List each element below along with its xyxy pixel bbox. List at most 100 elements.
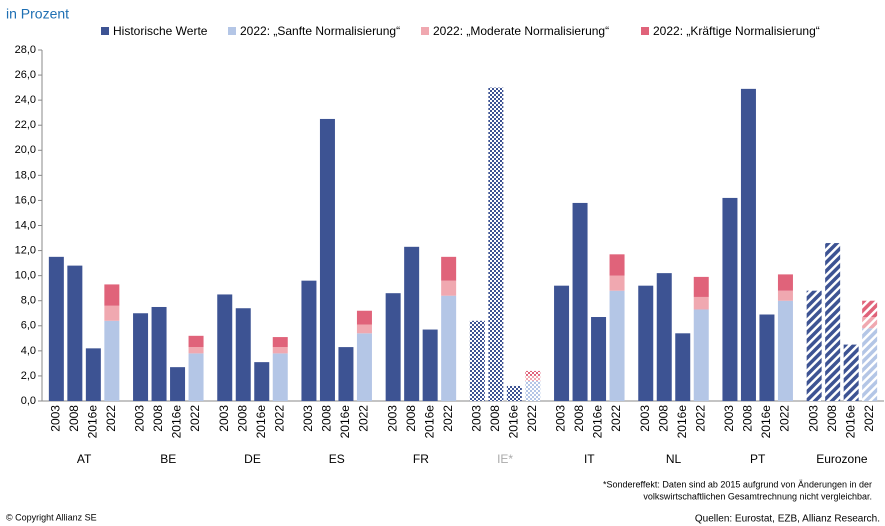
bar — [170, 367, 186, 401]
bar — [385, 293, 401, 401]
y-tick-label: 4,0 — [21, 345, 36, 357]
x-year-label: 2003 — [554, 405, 568, 432]
bar-segment — [862, 328, 878, 401]
bar-segment — [609, 290, 625, 401]
legend-swatch — [101, 27, 109, 35]
x-year-label: 2008 — [151, 405, 165, 432]
x-year-label: 2022 — [441, 405, 455, 432]
x-category-label: IE* — [497, 452, 513, 466]
x-year-label: 2003 — [49, 405, 63, 432]
x-year-label: 2016e — [338, 405, 352, 439]
y-tick-label: 6,0 — [21, 320, 36, 332]
x-category-label: NL — [666, 452, 682, 466]
bar-segment — [693, 296, 709, 310]
x-year-label: 2016e — [843, 405, 857, 439]
bar — [301, 280, 317, 401]
bar — [254, 362, 270, 401]
bar — [488, 87, 504, 401]
y-tick-label: 22,0 — [15, 119, 36, 131]
x-year-label: 2003 — [217, 405, 231, 432]
bar-segment — [525, 380, 541, 401]
bar-segment — [693, 309, 709, 401]
footnote: volkswirtschaftlichen Gesamtrechnung nic… — [643, 491, 872, 501]
bar — [133, 313, 149, 401]
bar — [338, 347, 354, 401]
bar-segment — [862, 300, 878, 318]
y-tick-label: 2,0 — [21, 370, 36, 382]
bar — [48, 256, 64, 401]
x-year-label: 2003 — [638, 405, 652, 432]
bar-segment — [777, 300, 793, 401]
bar — [404, 246, 420, 401]
x-year-label: 2003 — [722, 405, 736, 432]
x-category-label: BE — [160, 452, 176, 466]
x-year-label: 2008 — [572, 405, 586, 432]
y-tick-label: 28,0 — [15, 44, 36, 56]
x-year-label: 2003 — [133, 405, 147, 432]
x-year-label: 2016e — [591, 405, 605, 439]
bar — [572, 202, 588, 401]
x-year-label: 2016e — [86, 405, 100, 439]
bar — [217, 294, 233, 401]
x-category-label: FR — [413, 452, 429, 466]
bar — [843, 344, 859, 401]
bar-segment — [693, 276, 709, 297]
bar — [67, 265, 83, 401]
x-year-label: 2022 — [525, 405, 539, 432]
bar-segment — [188, 347, 204, 354]
x-year-label: 2008 — [404, 405, 418, 432]
x-category-label: DE — [244, 452, 261, 466]
bar — [722, 197, 738, 401]
x-year-label: 2022 — [862, 405, 876, 432]
bar-segment — [104, 305, 120, 321]
bar-segment — [356, 310, 372, 325]
bar-segment — [188, 353, 204, 401]
bar-segment — [104, 320, 120, 401]
bar — [740, 88, 756, 401]
copyright: © Copyright Allianz SE — [6, 512, 97, 522]
y-tick-label: 20,0 — [15, 144, 36, 156]
x-year-label: 2008 — [488, 405, 502, 432]
y-tick-label: 26,0 — [15, 69, 36, 81]
x-year-label: 2016e — [170, 405, 184, 439]
bar-segment — [441, 295, 457, 401]
bar-segment — [104, 284, 120, 306]
bar-segment — [272, 347, 288, 354]
bar-segment — [441, 280, 457, 296]
bar-segment — [777, 290, 793, 301]
x-category-label: Eurozone — [816, 452, 868, 466]
bar-segment — [188, 335, 204, 348]
bar-segment — [609, 254, 625, 276]
x-year-label: 2022 — [188, 405, 202, 432]
bar — [759, 314, 775, 401]
x-category-label: ES — [329, 452, 345, 466]
y-tick-label: 10,0 — [15, 270, 36, 282]
bar — [319, 118, 335, 402]
x-year-label: 2022 — [778, 405, 792, 432]
x-year-label: 2016e — [507, 405, 521, 439]
bar-segment — [609, 275, 625, 291]
legend-label: 2022: „Sanfte Normalisierung“ — [240, 24, 400, 38]
x-category-label: IT — [584, 452, 595, 466]
bar-segment — [862, 317, 878, 329]
bar — [638, 285, 654, 401]
bar — [469, 320, 485, 401]
legend-swatch — [641, 27, 649, 35]
y-tick-label: 12,0 — [15, 244, 36, 256]
x-year-label: 2016e — [422, 405, 436, 439]
x-year-label: 2008 — [741, 405, 755, 432]
y-tick-label: 16,0 — [15, 194, 36, 206]
source: Quellen: Eurostat, EZB, Allianz Research… — [695, 514, 880, 525]
bar — [806, 290, 822, 401]
x-year-label: 2003 — [301, 405, 315, 432]
bar — [825, 243, 841, 401]
y-tick-label: 0,0 — [21, 395, 36, 407]
bar — [675, 333, 691, 401]
bar-segment — [525, 375, 541, 381]
y-tick-label: 18,0 — [15, 169, 36, 181]
x-year-label: 2022 — [104, 405, 118, 432]
bar — [506, 385, 522, 401]
x-year-label: 2008 — [320, 405, 334, 432]
bar — [656, 273, 672, 401]
